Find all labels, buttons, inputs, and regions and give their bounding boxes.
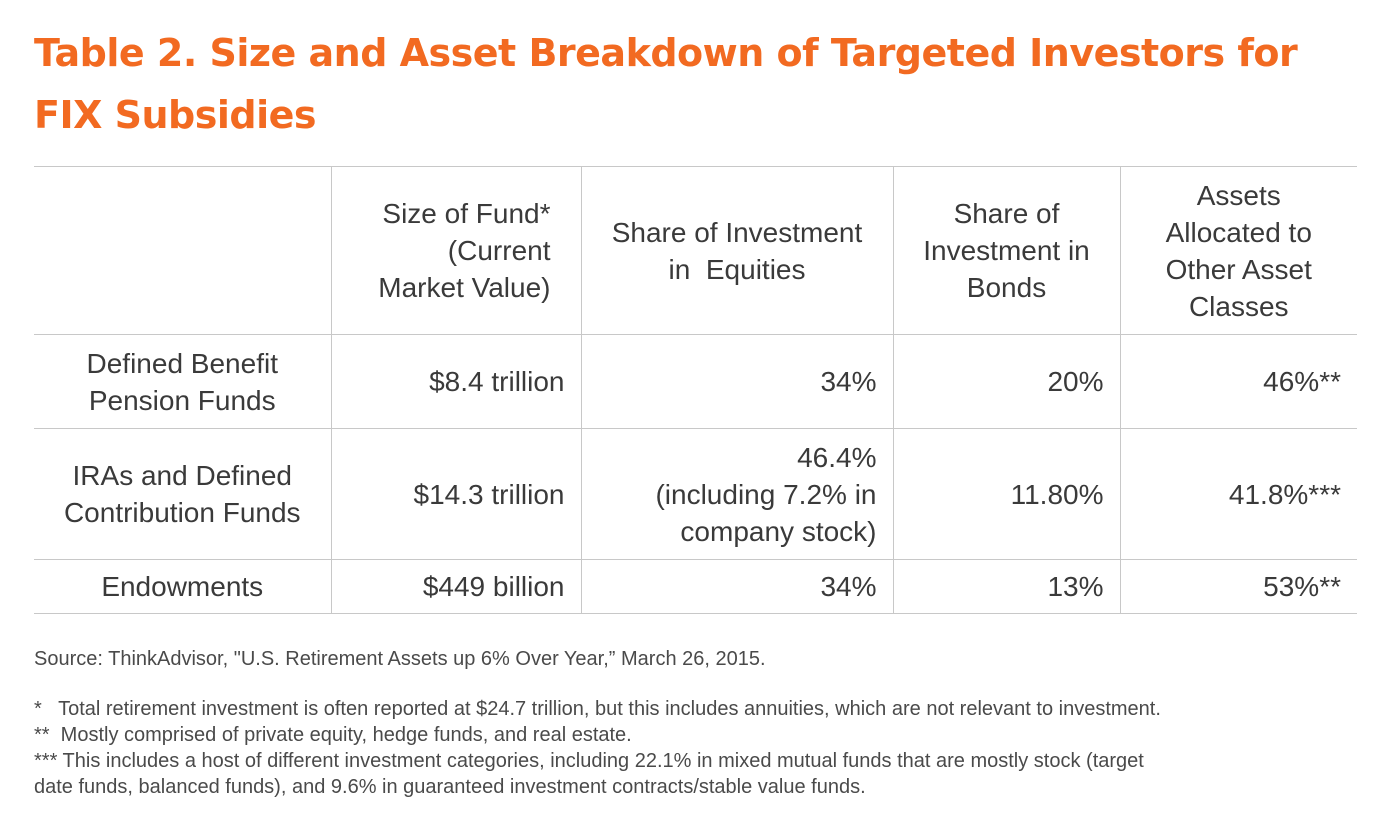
row-label: Defined Benefit Pension Funds [34,334,331,429]
header-bonds-line: Investment in [923,235,1090,266]
header-other-assets: Assets Allocated to Other Asset Classes [1119,166,1357,335]
cell-size: $8.4 trillion [330,334,581,429]
row-label-line: Pension Funds [88,384,276,416]
source-citation: Source: ThinkAdvisor, "U.S. Retirement A… [34,648,766,670]
cell-other: 46%** [1119,334,1357,429]
table-row: Defined Benefit Pension Funds $8.4 trill… [34,334,1357,429]
cell-size: $449 billion [330,559,581,614]
header-equities-line: Share of Investment [611,216,863,248]
asset-breakdown-table-wrapper: Size of Fund* (Current Market Value) Sha… [34,166,1357,614]
cell-other: 41.8%*** [1119,428,1357,560]
cell-bonds: 20% [892,334,1120,429]
header-other-line: Allocated to [1165,216,1312,248]
cell-equities: 34% [580,559,893,614]
cell-equities: 34% [580,334,893,429]
table-row: Endowments $449 billion 34% 13% 53%** [34,559,1357,614]
footnote-3-line-2: date funds, balanced funds), and 9.6% in… [34,776,866,798]
row-label-line: IRAs and Defined [72,460,292,491]
cell-equities-line: 34% [820,366,877,397]
header-size-line: (Current [447,235,551,266]
row-label-line: Defined Benefit [86,347,278,379]
cell-equities-line: 46.4% [797,441,877,473]
cell-equities: 46.4% (including 7.2% in company stock) [580,428,893,560]
header-size-of-fund: Size of Fund* (Current Market Value) [330,166,581,335]
header-size-line: Size of Fund* [382,198,551,229]
row-label: IRAs and Defined Contribution Funds [34,428,331,560]
header-other-line: Assets [1196,179,1281,211]
header-empty-cell [34,166,331,335]
table-header-row: Size of Fund* (Current Market Value) Sha… [34,166,1357,335]
footnote-1: * Total retirement investment is often r… [34,698,1161,720]
cell-bonds: 13% [892,559,1120,614]
header-equities-line: in Equities [668,253,806,285]
header-bonds-line: Bonds [966,272,1047,303]
cell-bonds: 11.80% [892,428,1120,560]
asset-breakdown-table: Size of Fund* (Current Market Value) Sha… [34,166,1357,614]
cell-equities-line: company stock) [680,515,877,547]
header-share-bonds: Share of Investment in Bonds [892,166,1120,335]
header-other-line: Other Asset [1165,253,1312,285]
table-title: Table 2. Size and Asset Breakdown of Tar… [34,22,1364,146]
cell-equities-line: (including 7.2% in [655,478,877,510]
footnote-3-line-1: *** This includes a host of different in… [34,750,1144,772]
cell-size: $14.3 trillion [330,428,581,560]
row-label-line: Contribution Funds [63,497,301,528]
cell-equities-line: 34% [820,571,877,602]
header-bonds-line: Share of [953,198,1060,229]
footnotes: * Total retirement investment is often r… [34,696,1374,800]
header-other-line: Classes [1188,290,1289,322]
footnote-2: ** Mostly comprised of private equity, h… [34,724,632,746]
header-size-line: Market Value) [378,272,551,303]
row-label-line: Endowments [101,571,264,602]
row-label: Endowments [34,559,331,614]
table-row: IRAs and Defined Contribution Funds $14.… [34,428,1357,560]
cell-other: 53%** [1119,559,1357,614]
header-share-equities: Share of Investment in Equities [580,166,893,335]
title-line-2: FIX Subsidies [34,93,317,137]
title-line-1: Table 2. Size and Asset Breakdown of Tar… [34,31,1298,75]
